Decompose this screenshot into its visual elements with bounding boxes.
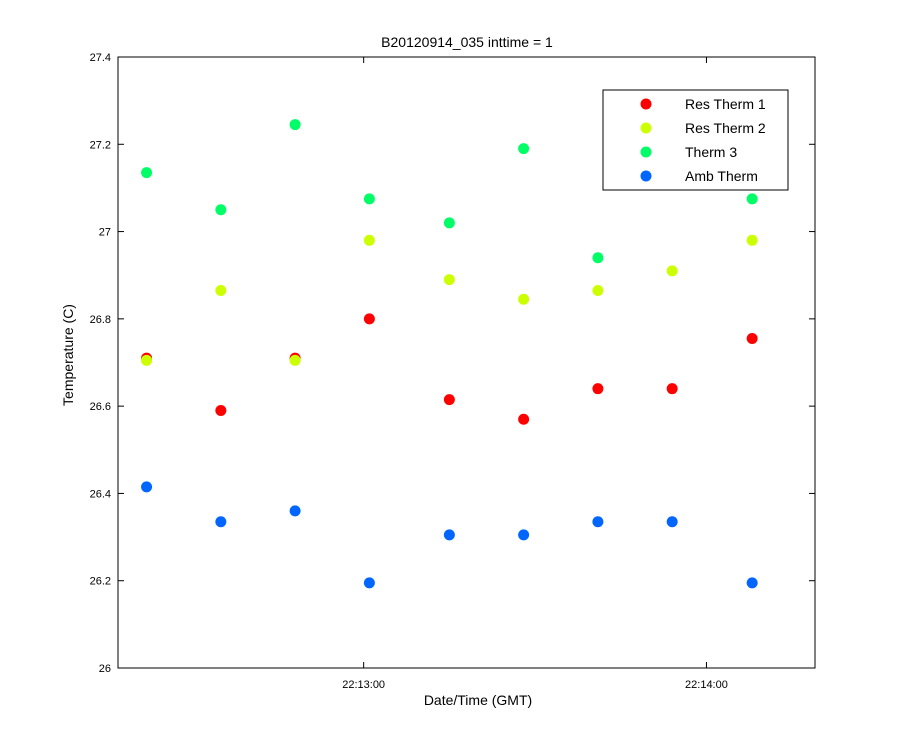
data-point	[289, 505, 301, 517]
data-point	[518, 293, 530, 305]
x-tick-label: 22:13:00	[342, 679, 385, 691]
data-point	[518, 413, 530, 425]
data-point	[443, 274, 455, 286]
y-tick-label: 26.2	[90, 576, 111, 588]
data-point	[666, 383, 678, 395]
data-point	[443, 217, 455, 229]
chart-title: B20120914_035 inttime = 1	[381, 34, 553, 50]
series-therm-3	[141, 119, 758, 264]
data-point	[215, 284, 227, 296]
legend-marker	[640, 98, 652, 110]
data-points	[141, 119, 758, 589]
series-amb-therm	[141, 481, 758, 589]
data-point	[141, 481, 153, 493]
data-point	[215, 516, 227, 528]
data-point	[746, 332, 758, 344]
x-axis-title: Date/Time (GMT)	[424, 692, 532, 708]
data-point	[666, 516, 678, 528]
data-point	[215, 204, 227, 216]
data-point	[518, 529, 530, 541]
series-res-therm-2	[141, 234, 758, 366]
data-point	[289, 354, 301, 366]
data-point	[746, 577, 758, 589]
data-point	[746, 234, 758, 246]
data-point	[746, 193, 758, 205]
y-tick-label: 26.6	[90, 401, 111, 413]
legend-label: Res Therm 2	[685, 120, 766, 136]
legend: Res Therm 1 Res Therm 2 Therm 3 Amb Therm	[602, 89, 789, 191]
data-point	[363, 234, 375, 246]
data-point	[363, 577, 375, 589]
legend-marker	[640, 146, 652, 158]
data-point	[443, 394, 455, 406]
legend-label: Therm 3	[685, 144, 737, 160]
legend-label: Amb Therm	[685, 168, 758, 184]
x-tick-label: 22:14:00	[685, 679, 728, 691]
data-point	[592, 284, 604, 296]
y-tick-label: 27	[99, 227, 111, 239]
data-point	[592, 383, 604, 395]
data-point	[215, 405, 227, 417]
data-point	[363, 193, 375, 205]
data-point	[592, 252, 604, 264]
data-point	[141, 354, 153, 366]
y-tick-label: 27.4	[90, 52, 111, 64]
data-point	[592, 516, 604, 528]
legend-box	[602, 89, 789, 191]
data-point	[363, 313, 375, 325]
data-point	[666, 265, 678, 277]
y-tick-label: 26.8	[90, 314, 111, 326]
legend-label: Res Therm 1	[685, 96, 766, 112]
plot-frame	[117, 56, 816, 669]
y-tick-label: 27.2	[90, 139, 111, 151]
y-axis-title: Temperature (C)	[60, 304, 76, 406]
legend-marker	[640, 122, 652, 134]
y-tick-label: 26	[99, 663, 111, 675]
data-point	[289, 119, 301, 131]
legend-marker	[640, 170, 652, 182]
data-point	[141, 167, 153, 179]
y-tick-label: 26.4	[90, 488, 111, 500]
data-point	[443, 529, 455, 541]
axis-ticks: 26 26.2 26.4 26.6 26.8 27 27.2 27.4 22:13:00 22:1…	[90, 52, 815, 691]
data-point	[518, 143, 530, 155]
